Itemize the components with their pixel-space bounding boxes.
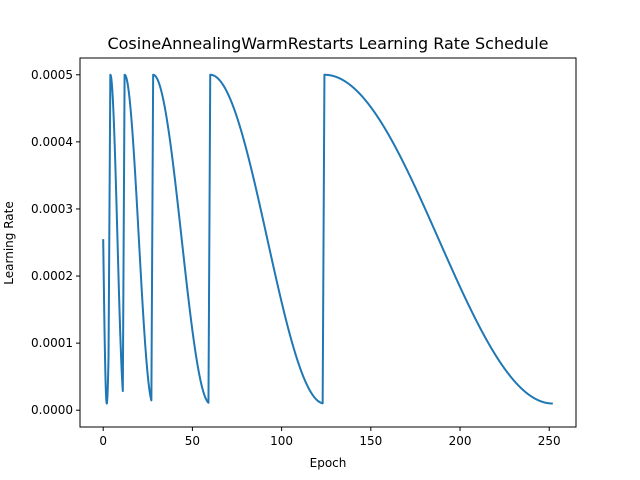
plot-background [80, 58, 576, 427]
y-tick-label: 0.0004 [31, 135, 73, 149]
x-tick-label: 100 [270, 434, 293, 448]
y-axis: 0.0000 0.0001 0.0002 0.0003 0.0004 0.0005 [31, 68, 80, 417]
x-axis: 0 50 100 150 200 250 [99, 427, 561, 448]
x-tick-label: 50 [185, 434, 200, 448]
x-tick-label: 0 [99, 434, 107, 448]
y-tick-label: 0.0002 [31, 269, 73, 283]
plot-frame [79, 57, 577, 428]
chart-title: CosineAnnealingWarmRestarts Learning Rat… [107, 34, 548, 53]
y-tick-label: 0.0001 [31, 336, 73, 350]
y-axis-label: Learning Rate [2, 201, 16, 284]
y-tick-label: 0.0000 [31, 403, 73, 417]
series-line-0 [102, 73, 554, 405]
y-tick-label: 0.0003 [31, 202, 73, 216]
x-axis-label: Epoch [310, 456, 347, 470]
plot-area [79, 57, 577, 428]
x-tick-label: 150 [359, 434, 382, 448]
x-tick-label: 250 [538, 434, 561, 448]
x-tick-label: 200 [449, 434, 472, 448]
y-tick-label: 0.0005 [31, 68, 73, 82]
